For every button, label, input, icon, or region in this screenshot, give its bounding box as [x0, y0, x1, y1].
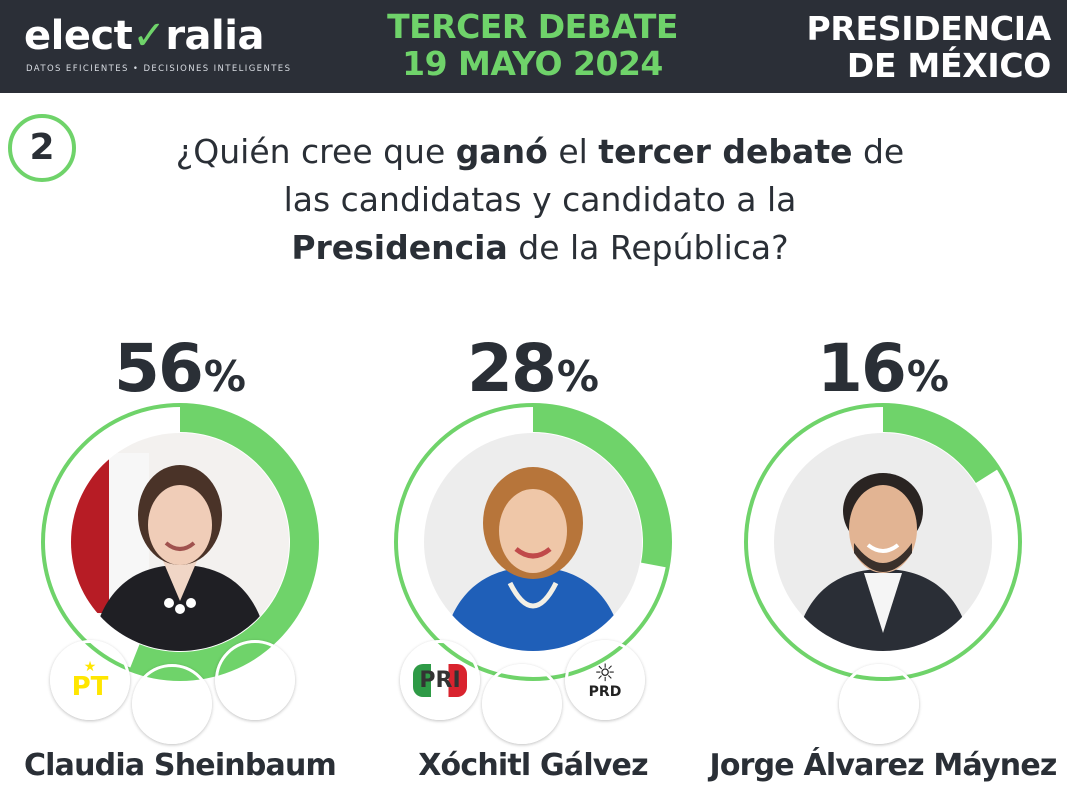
- brand-name: elect✓ralia: [24, 13, 264, 59]
- party-logo-morena: morena La esperanza de México: [132, 664, 212, 744]
- candidate-name: Jorge Álvarez Máynez: [709, 748, 1057, 783]
- eagle-icon: ▼: [870, 685, 888, 710]
- candidate-card-sheinbaum: 56% ★ PT morena La e: [15, 330, 345, 800]
- ring-slice-galvez: [533, 405, 670, 568]
- brand-logo: elect✓ralia DATOS EFICIENTES • DECISIONE…: [24, 12, 290, 82]
- question-line3: Presidencia de la República?: [291, 228, 789, 267]
- sun-icon: ☼: [594, 659, 616, 687]
- debate-title-line1: TERCER DEBATE: [387, 7, 678, 46]
- candidate-percent: 28%: [467, 330, 599, 407]
- candidate-photo: [71, 433, 289, 651]
- question-text: ¿Quién cree que ganó el tercer debate de…: [110, 128, 970, 272]
- question-line2: las candidatas y candidato a la: [283, 180, 797, 219]
- candidate-card-galvez: 28% PRI PAN ☼ PRD Xóchitl Gálvez: [368, 330, 698, 800]
- debate-title: TERCER DEBATE 19 MAYO 2024: [355, 8, 710, 82]
- candidate-photo: [774, 433, 992, 651]
- party-logo-pt: ★ PT: [50, 640, 130, 720]
- candidate-percent: 56%: [114, 330, 246, 407]
- party-logo-movimiento-ciudadano: ▼ MOVIMIENTO CIUDADANO: [839, 664, 919, 744]
- candidate-percent: 16%: [817, 330, 949, 407]
- party-logos: ▼ MOVIMIENTO CIUDADANO: [718, 640, 1048, 744]
- candidate-name: Claudia Sheinbaum: [23, 748, 337, 783]
- ring-slice-maynez: [883, 405, 999, 484]
- toucan-icon: ✓: [245, 660, 265, 686]
- party-logo-prd: ☼ PRD: [565, 640, 645, 720]
- star-icon: ★: [83, 659, 97, 675]
- party-logo-pan: PAN: [482, 664, 562, 744]
- candidate-photo: [424, 433, 642, 651]
- office-title-line1: PRESIDENCIA: [806, 9, 1052, 48]
- office-title: PRESIDENCIA DE MÉXICO: [771, 9, 1052, 85]
- ring-slice-sheinbaum: [129, 405, 317, 679]
- question-number-badge: 2: [8, 114, 76, 182]
- checkmark-icon: ✓: [132, 13, 166, 59]
- candidate-card-maynez: 16% ▼ MOVIMIENTO CIUDADANO Jorge Álvarez…: [709, 330, 1057, 800]
- party-logos: ★ PT morena La esperanza de México ✓ VER…: [15, 640, 345, 744]
- office-title-line2: DE MÉXICO: [846, 46, 1051, 85]
- question-line1: ¿Quién cree que ganó el tercer debate de: [175, 132, 905, 171]
- candidate-name: Xóchitl Gálvez: [418, 748, 648, 783]
- debate-date: 19 MAYO 2024: [402, 44, 663, 83]
- header-banner: elect✓ralia DATOS EFICIENTES • DECISIONE…: [0, 0, 1067, 93]
- brand-tagline: DATOS EFICIENTES • DECISIONES INTELIGENT…: [26, 64, 292, 74]
- party-logo-pri: PRI: [400, 640, 480, 720]
- party-logos: PRI PAN ☼ PRD: [368, 640, 698, 744]
- party-logo-verde: ✓ VERDE: [215, 640, 295, 720]
